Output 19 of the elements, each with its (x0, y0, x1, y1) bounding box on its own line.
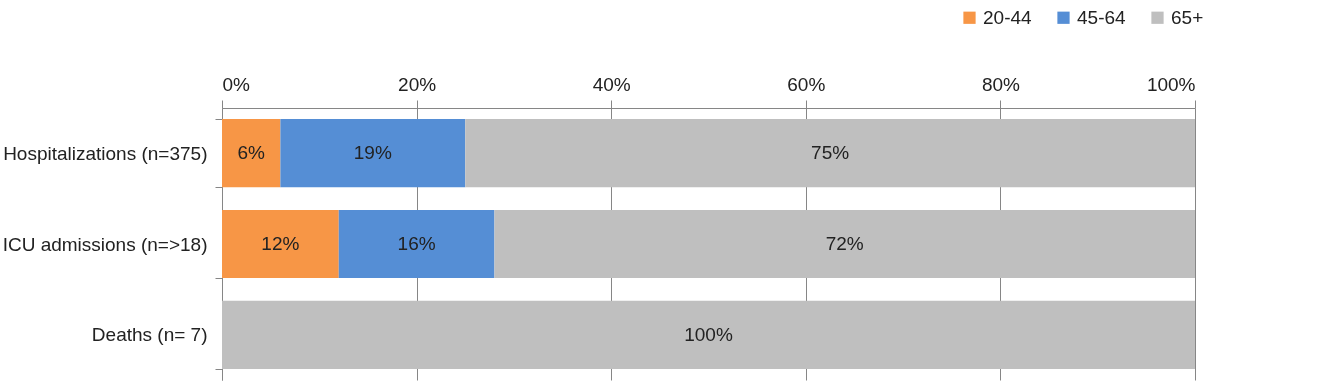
y-tick-label: Deaths (n= 7) (91, 324, 208, 346)
x-tick-label: 80% (981, 73, 1021, 95)
legend-label: 45-64 (1077, 6, 1127, 28)
legend-label: 65+ (1171, 6, 1204, 28)
data-label: 16% (397, 233, 436, 254)
x-tick-label: 0% (222, 73, 251, 95)
x-tick-label: 100% (1146, 73, 1196, 95)
data-label: 19% (353, 142, 392, 164)
legend-label: 20-44 (983, 6, 1033, 28)
y-tick-label: Hospitalizations (n=375) (3, 142, 208, 164)
x-tick-label: 40% (592, 73, 631, 95)
data-label: 75% (811, 142, 850, 164)
x-tick-label: 60% (787, 73, 826, 95)
y-tick-label: ICU admissions (n=>18) (2, 233, 208, 255)
data-label: 12% (261, 233, 300, 254)
data-label: 72% (825, 233, 864, 254)
x-tick-label: 20% (398, 73, 437, 95)
data-label: 6% (237, 142, 266, 164)
data-label: 100% (684, 323, 733, 345)
